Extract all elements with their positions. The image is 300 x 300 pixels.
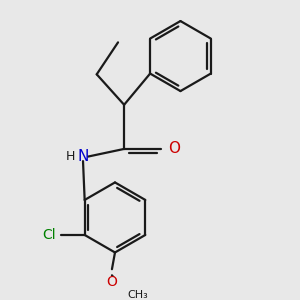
Text: N: N — [77, 149, 89, 164]
Text: O: O — [106, 275, 117, 289]
Text: O: O — [168, 141, 180, 156]
Text: Cl: Cl — [42, 228, 56, 242]
Text: CH₃: CH₃ — [128, 290, 148, 300]
Text: H: H — [66, 150, 75, 163]
